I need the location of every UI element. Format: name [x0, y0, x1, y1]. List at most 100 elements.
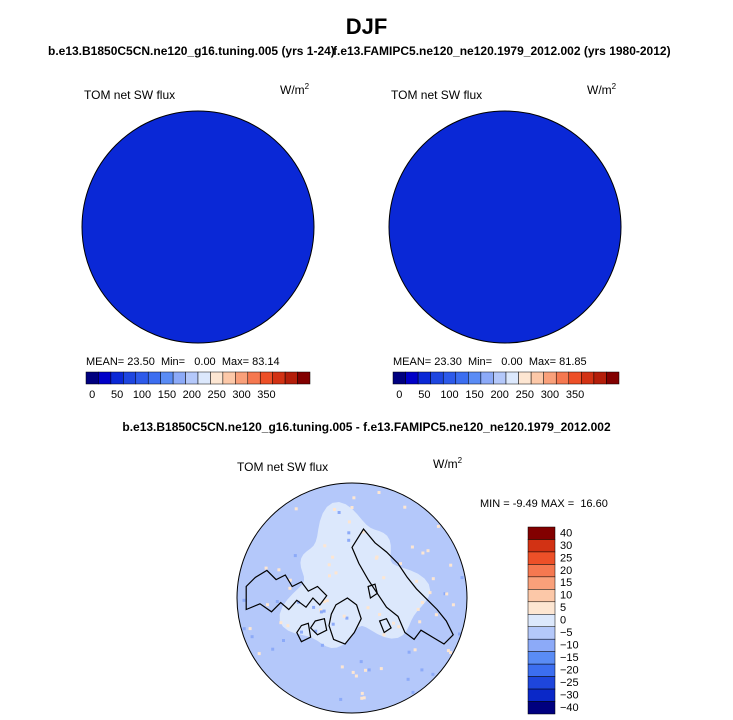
left-colorbar-cell [235, 371, 249, 385]
left-colorbar-tick: 50 [111, 389, 123, 401]
diff-speckle [337, 511, 341, 514]
right-colorbar-tick: 0 [396, 389, 402, 401]
diff-speckle [436, 524, 440, 528]
left-colorbar-cell [85, 371, 99, 385]
diff-colorbar-tick: 40 [560, 527, 572, 539]
diff-coastline [245, 569, 328, 613]
diff-coastline [367, 583, 378, 599]
left-colorbar-cell [259, 371, 273, 385]
right-outer-ring [389, 111, 621, 343]
diff-colorbar-cell [527, 526, 556, 540]
diff-speckle [451, 603, 455, 607]
right-units: W/m2 [587, 82, 617, 97]
left-units: W/m2 [280, 82, 310, 97]
diff-colorbar-tick: 0 [560, 615, 566, 627]
diff-colorbar-cell [527, 589, 556, 603]
diff-colorbar-tick: −25 [560, 677, 579, 689]
diff-speckle [434, 613, 438, 617]
diff-speckle [319, 608, 323, 612]
diff-speckle [359, 660, 363, 664]
left-colorbar-cell [197, 371, 211, 385]
diff-colorbar-tick: −30 [560, 689, 579, 701]
left-colorbar-cell [247, 371, 261, 385]
diff-speckle [421, 551, 425, 555]
diff-speckle [345, 616, 349, 620]
diff-speckle [288, 578, 292, 582]
left-colorbar-tick: 200 [183, 389, 201, 401]
left-colorbar-cell [98, 371, 112, 385]
diff-colorbar-tick: −10 [560, 640, 579, 652]
left-colorbar-cell [222, 371, 236, 385]
diff-colorbar-tick: 20 [560, 565, 572, 577]
diff-speckle [300, 630, 303, 634]
right-colorbar-cell [455, 371, 469, 385]
diff-colorbar-cell [527, 539, 556, 553]
right-stats: MEAN= 23.30 Min= 0.00 Max= 81.85 [393, 356, 587, 368]
right-colorbar-cell [392, 371, 406, 385]
diff-speckle [242, 627, 246, 631]
diff-speckle [375, 555, 379, 559]
right-colorbar-cell [543, 371, 557, 385]
diff-speckle [293, 554, 297, 558]
right-colorbar-tick: 250 [516, 389, 534, 401]
left-outer-ring [82, 111, 314, 343]
diff-speckle [264, 566, 268, 570]
diff-speckle [382, 633, 386, 637]
diff-speckle [446, 649, 450, 653]
diff-speckle [431, 672, 435, 676]
diff-speckle [379, 667, 383, 671]
right-panel-title: TOM net SW flux [391, 88, 483, 102]
diff-speckle [331, 555, 335, 559]
diff-speckle [420, 668, 424, 672]
diff-speckle [347, 538, 351, 542]
diff-colorbar-cell [527, 663, 556, 677]
diff-speckle [428, 591, 432, 595]
diff-speckle [354, 674, 358, 678]
diff-speckle [413, 648, 417, 652]
left-colorbar-tick: 300 [232, 389, 250, 401]
right-colorbar-cell [480, 371, 494, 385]
left-colorbar-cell [147, 371, 161, 385]
right-colorbar-cell [568, 371, 582, 385]
diff-colorbar-tick: 30 [560, 540, 572, 552]
diff-colorbar-tick: −5 [560, 627, 573, 639]
diff-speckle [257, 652, 261, 656]
diff-colorbar-cell [527, 688, 556, 702]
diff-speckle [347, 531, 351, 535]
diff-speckle [350, 506, 354, 509]
right-colorbar-tick: 200 [491, 389, 509, 401]
diff-speckle [271, 647, 275, 651]
left-colorbar-tick: 0 [89, 389, 95, 401]
right-colorbar-tick: 300 [541, 389, 559, 401]
diff-speckle [362, 696, 366, 700]
left-colorbar-tick: 100 [133, 389, 151, 401]
left-colorbar-cell [135, 371, 149, 385]
diff-speckle [443, 592, 447, 596]
diff-colorbar-tick: 10 [560, 590, 572, 602]
left-case-label: b.e13.B1850C5CN.ne120_g16.tuning.005 (yr… [48, 44, 335, 58]
diff-colorbar-cell [527, 701, 556, 715]
diff-speckle [333, 508, 336, 511]
diff-speckle [340, 665, 344, 669]
diff-speckle [367, 668, 371, 672]
diff-colorbar-tick: −40 [560, 702, 579, 714]
diff-speckle [351, 670, 355, 674]
right-colorbar-cell [468, 371, 482, 385]
diff-speckle [320, 643, 324, 647]
right-colorbar-cell [442, 371, 457, 385]
diff-colorbar-tick: 25 [560, 552, 572, 564]
diff-speckle [275, 600, 279, 603]
right-colorbar-cell [606, 371, 620, 385]
diff-speckle [418, 620, 422, 624]
right-colorbar-cell [518, 371, 532, 385]
figure-title: DJF [345, 14, 388, 39]
diff-speckle [411, 690, 415, 694]
right-colorbar-tick: 100 [440, 389, 458, 401]
diff-coastline [328, 597, 362, 645]
right-case-label: f.e13.FAMIPC5.ne120_ne120.1979_2012.002 … [333, 44, 671, 58]
left-panel-title: TOM net SW flux [84, 88, 176, 102]
right-colorbar-cell [593, 371, 607, 385]
diff-colorbar-cell [527, 626, 556, 640]
diff-speckle [392, 621, 395, 625]
diff-speckle [449, 651, 453, 655]
